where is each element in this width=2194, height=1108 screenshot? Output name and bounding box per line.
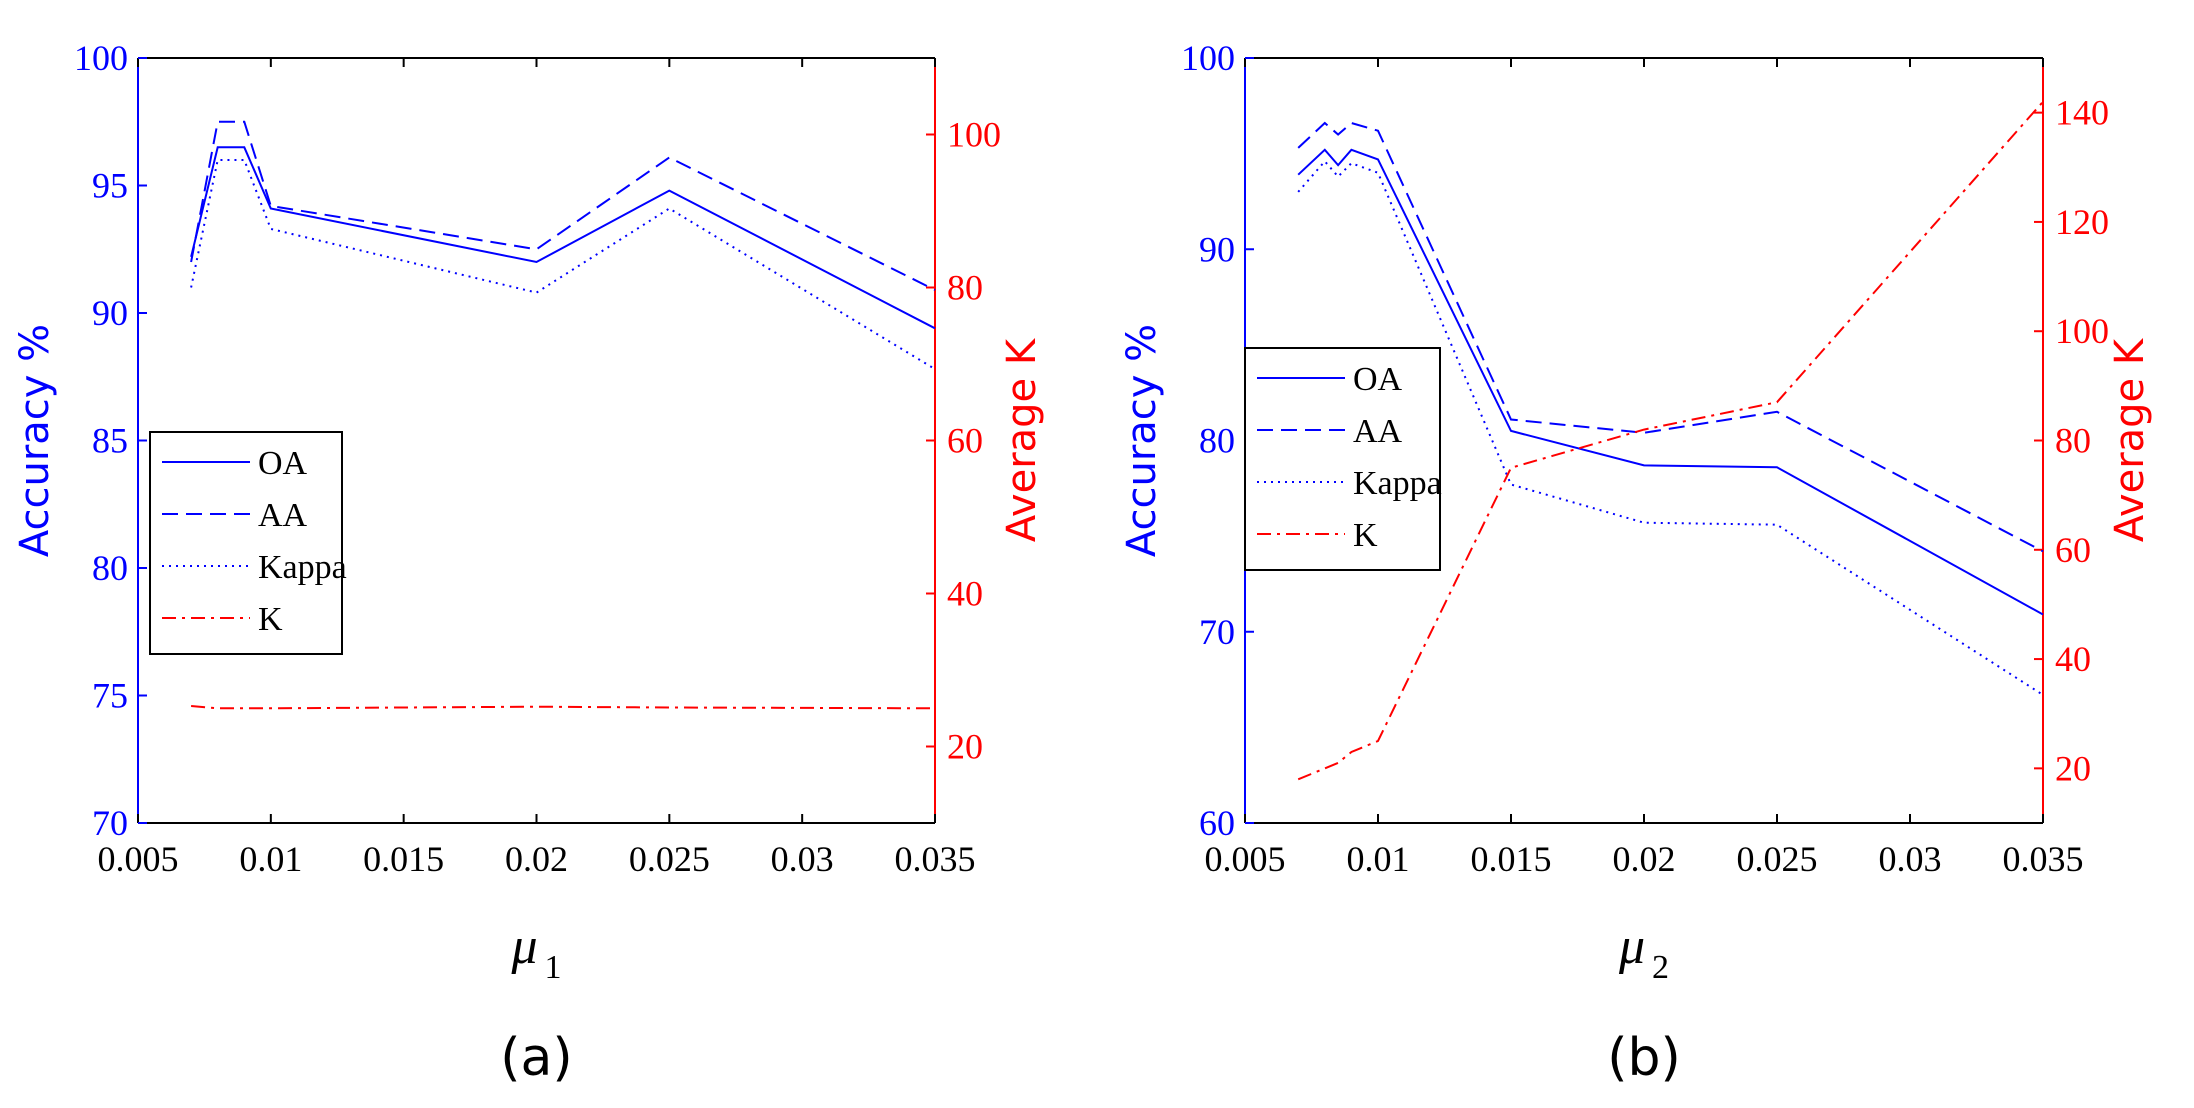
y-left-tick-label: 90 <box>92 293 128 333</box>
x-tick-label: 0.02 <box>505 839 568 879</box>
y-right-axis-label: Average K <box>999 337 1045 542</box>
x-tick-label: 0.015 <box>1471 839 1552 879</box>
x-axis-label-subscript: 1 <box>545 949 562 986</box>
y-left-tick-label: 95 <box>92 166 128 206</box>
y-right-tick-label: 60 <box>2055 530 2091 570</box>
y-right-tick-label: 140 <box>2055 93 2109 133</box>
legend-box <box>149 431 343 655</box>
series-line-kappa <box>190 159 936 370</box>
y-left-tick-label: 80 <box>1199 421 1235 461</box>
chart-panel-b: 0.005 0.01 0.015 0.02 0.025 0.03 0.035 60 70 80 90… <box>1119 38 2153 1088</box>
y-left-axis-label: Accuracy % <box>12 324 58 557</box>
legend-label-kappa: Kappa <box>1353 465 1442 502</box>
x-tick-label: 0.025 <box>629 839 710 879</box>
y-right-tick-label: 60 <box>947 421 983 461</box>
x-tick-label: 0.03 <box>1879 839 1942 879</box>
legend-label-kappa: Kappa <box>258 549 347 586</box>
y-left-tick-label: 100 <box>1181 38 1235 78</box>
legend-label-aa: AA <box>1353 413 1403 450</box>
series-line-aa <box>190 120 936 291</box>
x-axis-label-subscript: 2 <box>1652 949 1669 986</box>
y-right-tick-label: 20 <box>947 727 983 767</box>
series-line-aa <box>1297 121 2044 553</box>
series-line-oa <box>1297 148 2044 616</box>
panel-label: (a) <box>500 1028 572 1088</box>
y-right-tick-label: 40 <box>947 574 983 614</box>
legend-label-oa: OA <box>258 445 308 482</box>
y-right-tick-label: 80 <box>2055 421 2091 461</box>
x-tick-label: 0.03 <box>771 839 834 879</box>
legend-label-aa: AA <box>258 497 308 534</box>
y-left-tick-label: 100 <box>74 38 128 78</box>
x-tick-label: 0.015 <box>363 839 444 879</box>
x-axis-label: μ <box>510 918 537 975</box>
y-left-tick-label: 75 <box>92 676 128 716</box>
y-left-tick-label: 80 <box>92 548 128 588</box>
x-tick-label: 0.025 <box>1737 839 1818 879</box>
x-tick-label: 0.035 <box>895 839 976 879</box>
y-right-tick-label: 40 <box>2055 639 2091 679</box>
panel-label: (b) <box>1607 1028 1681 1088</box>
x-tick-label: 0.01 <box>239 839 302 879</box>
legend-label-k: K <box>1353 517 1378 554</box>
y-left-tick-label: 70 <box>92 803 128 843</box>
series-line-kappa <box>1297 159 2044 696</box>
series-line-k <box>191 705 936 710</box>
x-tick-label: 0.005 <box>1205 839 1286 879</box>
y-left-tick-label: 90 <box>1199 229 1235 269</box>
y-left-axis-label: Accuracy % <box>1119 324 1165 557</box>
y-right-tick-label: 100 <box>2055 311 2109 351</box>
y-left-tick-label: 85 <box>92 421 128 461</box>
series-line-oa <box>190 146 936 330</box>
legend-box <box>1244 347 1441 571</box>
y-right-tick-label: 120 <box>2055 202 2109 242</box>
x-tick-label: 0.02 <box>1613 839 1676 879</box>
x-axis-label: μ <box>1618 918 1645 975</box>
y-left-tick-label: 70 <box>1199 612 1235 652</box>
chart-panel-a: 0.005 0.01 0.015 0.02 0.025 0.03 0.035 70 75 80 85… <box>12 38 1045 1088</box>
y-right-tick-label: 100 <box>947 115 1001 155</box>
y-right-axis-label: Average K <box>2107 337 2153 542</box>
series-line-k <box>1297 101 2044 781</box>
x-tick-label: 0.035 <box>2003 839 2084 879</box>
x-tick-label: 0.005 <box>98 839 179 879</box>
legend-label-oa: OA <box>1353 361 1403 398</box>
x-tick-label: 0.01 <box>1347 839 1410 879</box>
y-left-tick-label: 60 <box>1199 803 1235 843</box>
y-right-tick-label: 80 <box>947 268 983 308</box>
y-right-tick-label: 20 <box>2055 748 2091 788</box>
legend-label-k: K <box>258 601 283 638</box>
